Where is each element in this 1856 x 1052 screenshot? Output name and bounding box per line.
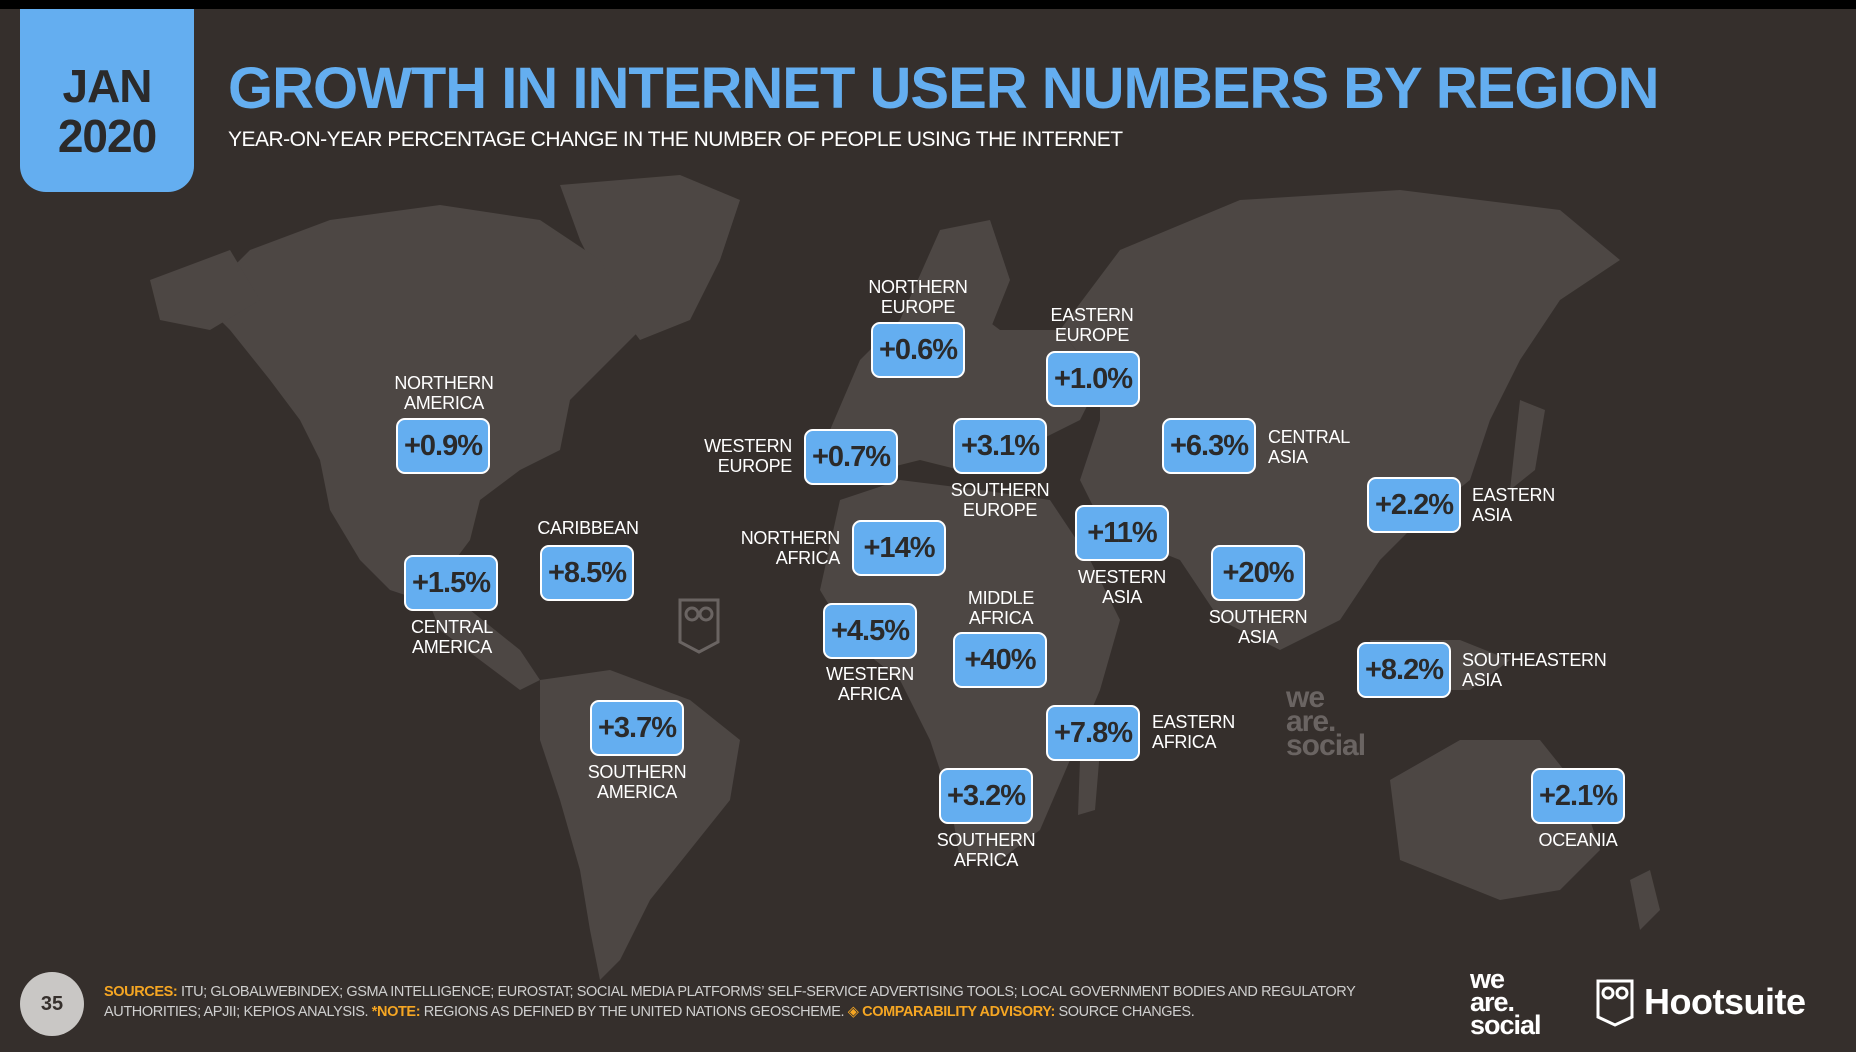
date-year: 2020 bbox=[57, 110, 157, 162]
value-box-central-asia: +6.3% bbox=[1162, 418, 1256, 474]
value-box-southeastern-asia: +8.2% bbox=[1357, 642, 1451, 698]
land-japan bbox=[1510, 400, 1545, 490]
page-subtitle: YEAR-ON-YEAR PERCENTAGE CHANGE IN THE NU… bbox=[228, 128, 1123, 151]
value-box-northern-europe: +0.6% bbox=[871, 322, 965, 378]
note-label: *NOTE: bbox=[371, 1004, 421, 1020]
land-scandinavia bbox=[900, 220, 1010, 330]
land-madagascar bbox=[1078, 750, 1100, 815]
land-north-america bbox=[200, 205, 640, 600]
advisory-label: COMPARABILITY ADVISORY: bbox=[862, 1004, 1055, 1020]
advisory-text: SOURCE CHANGES. bbox=[1058, 1004, 1195, 1020]
label-central-asia: CENTRAL ASIA bbox=[1268, 427, 1350, 467]
hootsuite-wordmark: Hootsuite bbox=[1644, 981, 1806, 1022]
date-month: JAN bbox=[62, 60, 152, 112]
value-box-southern-europe: +3.1% bbox=[953, 418, 1047, 474]
note-text: REGIONS AS DEFINED BY THE UNITED NATIONS… bbox=[423, 1004, 845, 1020]
value-box-eastern-asia: +2.2% bbox=[1367, 477, 1461, 533]
page-number: 35 bbox=[20, 972, 84, 1036]
diamond-icon: ◈ bbox=[847, 1004, 859, 1020]
label-southern-africa: SOUTHERN AFRICA bbox=[936, 830, 1036, 870]
land-asia bbox=[1060, 190, 1620, 650]
label-southern-asia: SOUTHERN ASIA bbox=[1208, 607, 1308, 647]
value-box-southern-africa: +3.2% bbox=[939, 768, 1033, 824]
we-are-social-logo: we are. social bbox=[1470, 964, 1542, 1040]
label-northern-america: NORTHERN AMERICA bbox=[394, 373, 494, 413]
sources-text: ITU; GLOBALWEBINDEX; GSMA INTELLIGENCE; … bbox=[104, 984, 1356, 1020]
value-box-western-africa: +4.5% bbox=[823, 603, 917, 659]
footer-sources: SOURCES: ITU; GLOBALWEBINDEX; GSMA INTEL… bbox=[104, 982, 1404, 1022]
top-bar bbox=[0, 0, 1856, 9]
value-box-eastern-europe: +1.0% bbox=[1046, 351, 1140, 407]
land-greenland bbox=[560, 175, 740, 340]
value-box-southern-asia: +20% bbox=[1211, 545, 1305, 601]
label-caribbean: CARIBBEAN bbox=[537, 518, 639, 538]
label-middle-africa: MIDDLE AFRICA bbox=[967, 588, 1035, 628]
value-box-caribbean: +8.5% bbox=[540, 545, 634, 601]
value-box-western-asia: +11% bbox=[1075, 505, 1169, 561]
watermark-we-are-social: we are. social bbox=[1286, 681, 1366, 762]
value-box-southern-america: +3.7% bbox=[590, 700, 684, 756]
value-box-middle-africa: +40% bbox=[953, 632, 1047, 688]
sources-label: SOURCES: bbox=[104, 984, 178, 1000]
date-badge: JAN 2020 bbox=[20, 9, 194, 192]
hootsuite-logo: Hootsuite bbox=[1596, 976, 1806, 1028]
value-box-eastern-africa: +7.8% bbox=[1046, 705, 1140, 761]
label-central-america: CENTRAL AMERICA bbox=[411, 617, 493, 657]
label-eastern-africa: EASTERN AFRICA bbox=[1152, 712, 1235, 752]
label-eastern-asia: EASTERN ASIA bbox=[1472, 485, 1555, 525]
value-box-central-america: +1.5% bbox=[404, 555, 498, 611]
page-title: GROWTH IN INTERNET USER NUMBERS BY REGIO… bbox=[228, 56, 1660, 121]
label-northern-europe: NORTHERN EUROPE bbox=[868, 277, 968, 317]
value-box-western-europe: +0.7% bbox=[804, 429, 898, 485]
label-western-europe: WESTERN EUROPE bbox=[704, 436, 792, 476]
land-new-zealand bbox=[1630, 870, 1660, 930]
label-southeastern-asia: SOUTHEASTERN ASIA bbox=[1462, 650, 1607, 690]
value-box-northern-africa: +14% bbox=[852, 520, 946, 576]
label-western-africa: WESTERN AFRICA bbox=[826, 664, 914, 704]
label-oceania: OCEANIA bbox=[1538, 830, 1618, 850]
hootsuite-owl-icon bbox=[1596, 979, 1634, 1027]
land-alaska bbox=[150, 250, 260, 330]
label-northern-africa: NORTHERN AFRICA bbox=[740, 528, 841, 568]
label-southern-america: SOUTHERN AMERICA bbox=[587, 762, 687, 802]
label-eastern-europe: EASTERN EUROPE bbox=[1050, 305, 1134, 345]
label-western-asia: WESTERN ASIA bbox=[1078, 567, 1166, 607]
hootsuite-owl-watermark-icon bbox=[678, 598, 720, 654]
value-box-northern-america: +0.9% bbox=[396, 418, 490, 474]
label-southern-europe: SOUTHERN EUROPE bbox=[950, 480, 1050, 520]
value-box-oceania: +2.1% bbox=[1531, 768, 1625, 824]
